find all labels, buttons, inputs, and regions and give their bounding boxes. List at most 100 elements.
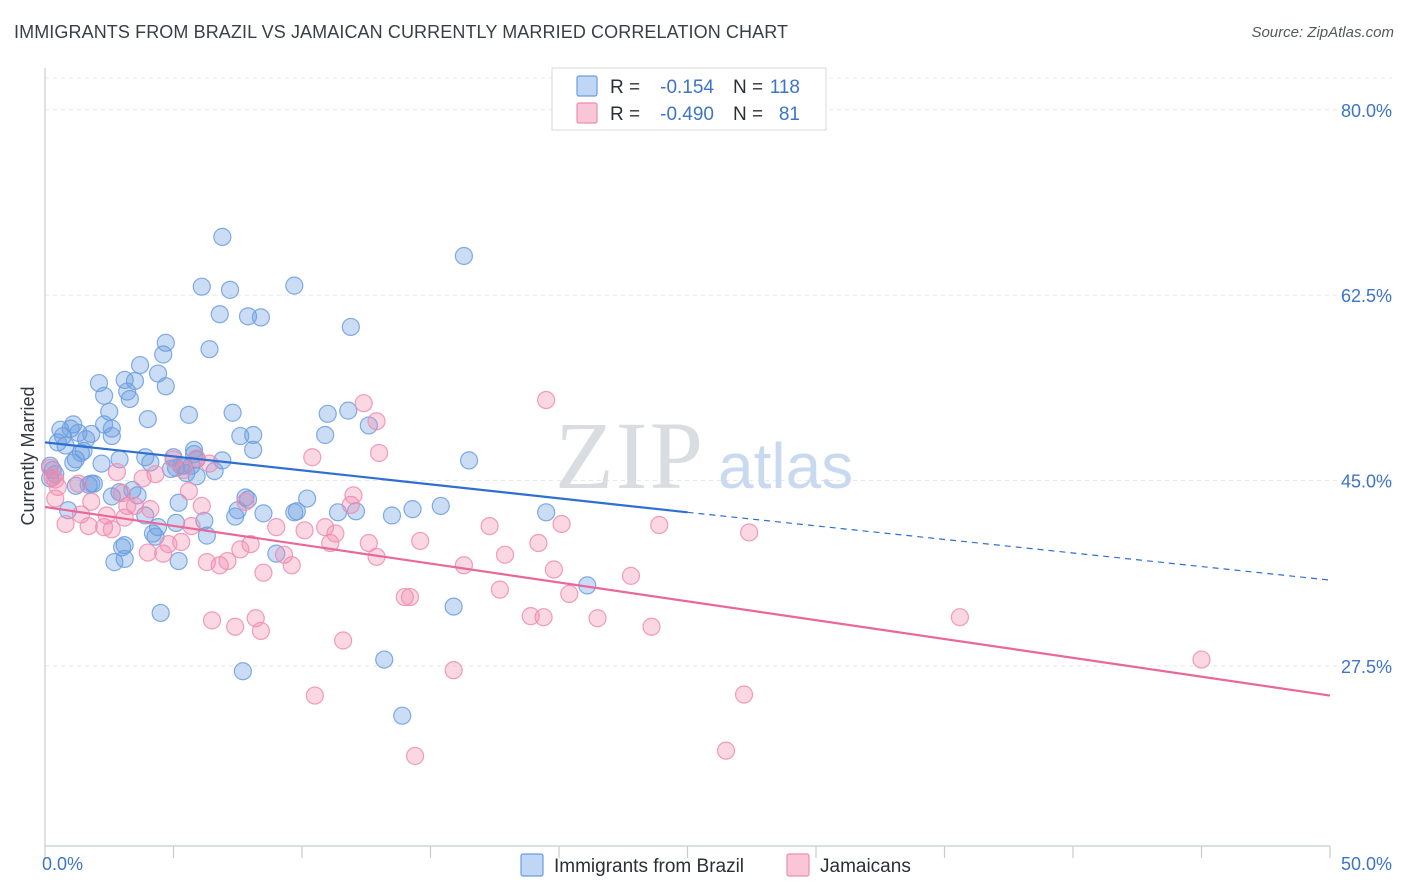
legend-n-value-jamaica: 81	[779, 104, 800, 125]
legend-swatch-brazil	[576, 75, 598, 97]
legend-r-label-jamaica: R =	[610, 104, 640, 125]
brazil-point	[375, 650, 394, 669]
legend-r-value-jamaica: -0.490	[660, 104, 714, 125]
jamaica-point	[588, 609, 607, 628]
brazil-point	[318, 404, 337, 423]
jamaica-point	[367, 412, 386, 431]
jamaica-point	[48, 477, 67, 496]
brazil-point	[156, 377, 175, 396]
legend-series-brazil: Immigrants from Brazil	[554, 856, 744, 877]
jamaica-point	[174, 460, 193, 480]
brazil-point	[92, 454, 111, 473]
brazil-point	[192, 277, 211, 296]
brazil-point	[156, 333, 175, 352]
jamaica-point	[334, 631, 353, 650]
jamaica-point	[650, 515, 669, 535]
brazil-point	[238, 307, 258, 326]
y-tick-label: 62.5%	[1341, 286, 1392, 306]
jamaica-point	[552, 514, 571, 534]
brazil-point	[84, 474, 103, 493]
brazil-point	[112, 538, 132, 557]
legend-r-label-brazil: R =	[610, 77, 640, 98]
jamaica-point	[359, 533, 378, 553]
jamaica-point	[192, 496, 211, 516]
jamaica-point	[1192, 650, 1211, 669]
jamaica-point	[236, 492, 255, 511]
legend-n-label-jamaica: N =	[733, 104, 763, 125]
y-tick-label: 45.0%	[1341, 472, 1392, 492]
jamaica-point	[480, 516, 499, 536]
watermark-atlas: atlas	[718, 430, 853, 502]
jamaica-point	[521, 607, 540, 626]
brazil-point	[431, 496, 450, 516]
brazil-point	[95, 386, 114, 405]
jamaica-point	[141, 500, 160, 519]
jamaica-point	[495, 545, 515, 564]
x-tick-label-min: 0.0%	[42, 854, 83, 874]
tick-labels: 27.5% 45.0% 62.5% 80.0% 0.0% 50.0%	[42, 101, 1392, 874]
jamaica-point	[146, 465, 165, 484]
brazil-point	[138, 409, 157, 429]
jamaica-point	[405, 746, 425, 766]
brazil-point	[102, 426, 121, 446]
brazil-point	[64, 415, 83, 434]
jamaica-point	[267, 518, 286, 537]
brazil-point	[115, 536, 134, 555]
jamaica-point	[82, 492, 101, 511]
jamaica-point	[950, 608, 970, 627]
stats-legend-box	[551, 67, 827, 131]
brazil-point	[444, 597, 463, 616]
brazil-point	[100, 402, 119, 421]
legend-swatch-brazil-bottom	[520, 853, 544, 877]
legend-n-value-brazil: 118	[770, 77, 800, 98]
jamaica-point	[226, 617, 245, 636]
brazil-point	[537, 503, 556, 522]
jamaica-point	[344, 486, 363, 505]
jamaica-point	[444, 661, 463, 680]
jamaica-trend-line	[44, 505, 1331, 697]
jamaica-point	[370, 443, 389, 463]
brazil-point	[231, 426, 250, 446]
trend-lines	[44, 441, 1331, 697]
jamaica-point	[138, 543, 157, 562]
brazil-point	[220, 280, 240, 299]
brazil-point	[285, 276, 304, 295]
y-tick-label: 80.0%	[1341, 101, 1392, 121]
jamaica-point	[179, 482, 199, 501]
legend-n-label-brazil: N =	[733, 77, 763, 98]
jamaica-point	[43, 468, 62, 487]
series-jamaica-points	[41, 390, 1211, 766]
jamaica-point	[295, 521, 314, 540]
jamaica-point	[282, 556, 301, 575]
watermark-zip: ZIP	[555, 402, 705, 509]
brazil-point	[251, 308, 270, 327]
jamaica-point	[154, 544, 173, 563]
series-legend: Immigrants from Brazil Jamaicans	[520, 853, 911, 877]
brazil-trend-line-extension	[687, 511, 1331, 581]
brazil-point	[393, 706, 412, 725]
brazil-point	[130, 355, 150, 375]
jamaica-point	[46, 470, 65, 489]
legend-swatch-jamaica	[576, 102, 598, 124]
brazil-point	[64, 453, 83, 472]
brazil-point	[403, 500, 422, 519]
y-tick-label: 27.5%	[1341, 657, 1392, 677]
brazil-point	[66, 476, 85, 495]
brazil-point	[236, 488, 255, 507]
jamaica-point	[125, 496, 145, 516]
brazil-point	[316, 425, 335, 445]
brazil-point	[254, 504, 273, 523]
brazil-point	[179, 405, 199, 424]
jamaica-point	[182, 516, 201, 536]
jamaica-point	[490, 580, 509, 599]
jamaica-point	[621, 566, 641, 585]
brazil-trend-line	[44, 441, 688, 514]
jamaica-point	[716, 741, 736, 760]
brazil-point	[341, 317, 360, 337]
jamaica-point	[354, 394, 373, 413]
brazil-point	[233, 662, 252, 681]
jamaica-point	[395, 587, 414, 607]
brazil-point	[382, 506, 402, 525]
brazil-point	[169, 493, 188, 512]
